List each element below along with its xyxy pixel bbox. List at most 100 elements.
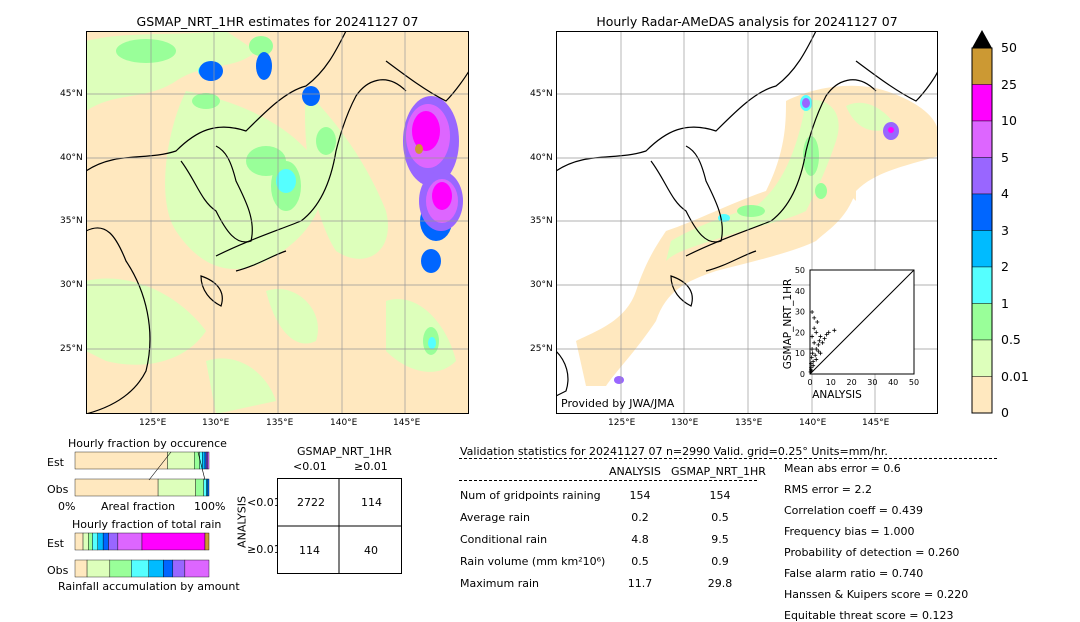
right-map-light-rain — [666, 100, 896, 262]
total-rain-bars — [74, 532, 210, 578]
colorbar-segment — [971, 120, 993, 158]
fraction-segment — [97, 532, 104, 551]
occurrence-title: Hourly fraction by occurence — [68, 437, 227, 450]
provider-credit: Provided by JWA/JMA — [561, 397, 675, 410]
validation-row-gsmap: 0.5 — [711, 511, 729, 524]
right-map-magenta-rain — [888, 127, 894, 133]
colorbar-over-triangle — [972, 30, 992, 48]
colorbar-label: 5 — [1001, 149, 1009, 165]
fraction-segment — [207, 478, 210, 497]
right-lon-140: 140°E — [799, 418, 827, 428]
validation-row-analysis: 154 — [629, 489, 651, 502]
validation-row-label: Conditional rain — [460, 533, 548, 546]
contingency-row-ge: ≥0.01 — [247, 543, 281, 556]
colorbar-label: 0.01 — [1001, 368, 1029, 384]
left-map — [86, 31, 469, 414]
colorbar-label: 10 — [1001, 113, 1017, 128]
validation-score: Equitable threat score = 0.123 — [784, 609, 954, 622]
colorbar-segment — [971, 303, 993, 341]
scatter-xtick: 0 — [807, 378, 812, 387]
right-lon-125: 125°E — [608, 418, 636, 428]
colorbar-segment — [971, 157, 993, 195]
right-lon-145: 145°E — [862, 418, 890, 428]
right-lon-135: 135°E — [735, 418, 763, 428]
scatter-inset: 00 10 10 20 20 30 30 40 40 50 50 — [795, 266, 919, 387]
fraction-segment — [206, 478, 208, 497]
fraction-segment — [202, 451, 206, 470]
fraction-segment — [204, 451, 207, 470]
total-rain-obs-bar — [74, 559, 210, 578]
scatter-ytick: 20 — [795, 328, 805, 337]
scatter-xtick: 10 — [826, 378, 836, 387]
scatter-xtick: 20 — [847, 378, 857, 387]
validation-row-label: Maximum rain — [460, 577, 539, 590]
scatter-point — [812, 326, 817, 331]
fraction-segment — [157, 478, 196, 497]
contingency-col-ge: ≥0.01 — [354, 460, 388, 473]
fraction-segment — [167, 451, 195, 470]
left-lat-45: 45°N — [60, 89, 83, 99]
scatter-ytick: 10 — [795, 349, 805, 358]
scatter-point — [810, 310, 815, 315]
scatter-point — [809, 365, 814, 370]
fraction-segment — [74, 451, 168, 470]
right-map-coastlines — [556, 31, 938, 397]
fraction-segment — [92, 532, 98, 551]
colorbar-segment — [971, 376, 993, 414]
scatter-point — [809, 355, 814, 360]
scatter-point — [814, 357, 819, 362]
colorbar-segment — [971, 339, 993, 377]
fraction-segment — [141, 532, 206, 551]
colorbar-segment — [971, 193, 993, 231]
fraction-segment — [131, 559, 149, 578]
right-map-title: Hourly Radar-AMeDAS analysis for 2024112… — [596, 14, 898, 29]
validation-row-analysis: 11.7 — [627, 577, 653, 590]
validation-row-gsmap: 0.9 — [711, 555, 729, 568]
left-map-grid — [86, 31, 469, 414]
validation-score: False alarm ratio = 0.740 — [784, 567, 924, 580]
validation-row-analysis: 0.5 — [631, 555, 649, 568]
left-lon-135: 135°E — [266, 418, 294, 428]
contingency-grid — [277, 478, 402, 574]
validation-score: Correlation coeff = 0.439 — [784, 504, 923, 517]
validation-row-gsmap: 29.8 — [707, 577, 733, 590]
contingency-cell-d: 40 — [364, 544, 378, 557]
right-lat-45: 45°N — [530, 89, 553, 99]
colorbar-label: 1 — [1001, 295, 1009, 311]
colorbar-label: 0 — [1001, 405, 1009, 420]
total-rain-est-bar — [74, 532, 210, 551]
colorbar-segment — [971, 84, 993, 122]
colorbar-segments — [971, 47, 993, 414]
occurrence-row-obs: Obs — [47, 483, 69, 496]
fraction-segment — [74, 559, 88, 578]
colorbar-label: 25 — [1001, 76, 1017, 92]
scatter-xtick: 50 — [909, 378, 919, 387]
scatter-point — [820, 340, 825, 345]
fraction-segment — [163, 559, 174, 578]
left-map-title: GSMAP_NRT_1HR estimates for 20241127 07 — [136, 14, 419, 29]
validation-header: Validation statistics for 20241127 07 n=… — [460, 445, 888, 458]
fraction-segment — [172, 559, 186, 578]
left-lat-40: 40°N — [60, 153, 83, 163]
fraction-segment — [109, 559, 132, 578]
scatter-point — [810, 334, 815, 339]
scatter-ytick: 50 — [795, 266, 805, 275]
validation-col-gsmap: GSMAP_NRT_1HR — [671, 465, 766, 478]
colorbar-segment — [971, 47, 993, 85]
colorbar-segment — [971, 266, 993, 304]
right-lat-35: 35°N — [530, 216, 553, 226]
validation-col-rule — [459, 480, 757, 481]
scatter-point — [814, 330, 819, 335]
total-rain-row-est: Est — [47, 537, 64, 550]
validation-row-gsmap: 9.5 — [711, 533, 729, 546]
fraction-segment — [203, 478, 207, 497]
left-lat-30: 30°N — [60, 280, 83, 290]
validation-score: RMS error = 2.2 — [784, 483, 872, 496]
fraction-segment — [204, 532, 210, 551]
fraction-segment — [86, 559, 111, 578]
left-lon-125: 125°E — [139, 418, 167, 428]
validation-row-label: Rain volume (mm km²10⁶) — [460, 555, 606, 568]
right-map — [556, 31, 938, 414]
scatter-point — [811, 359, 816, 364]
left-lon-130: 130°E — [202, 418, 230, 428]
